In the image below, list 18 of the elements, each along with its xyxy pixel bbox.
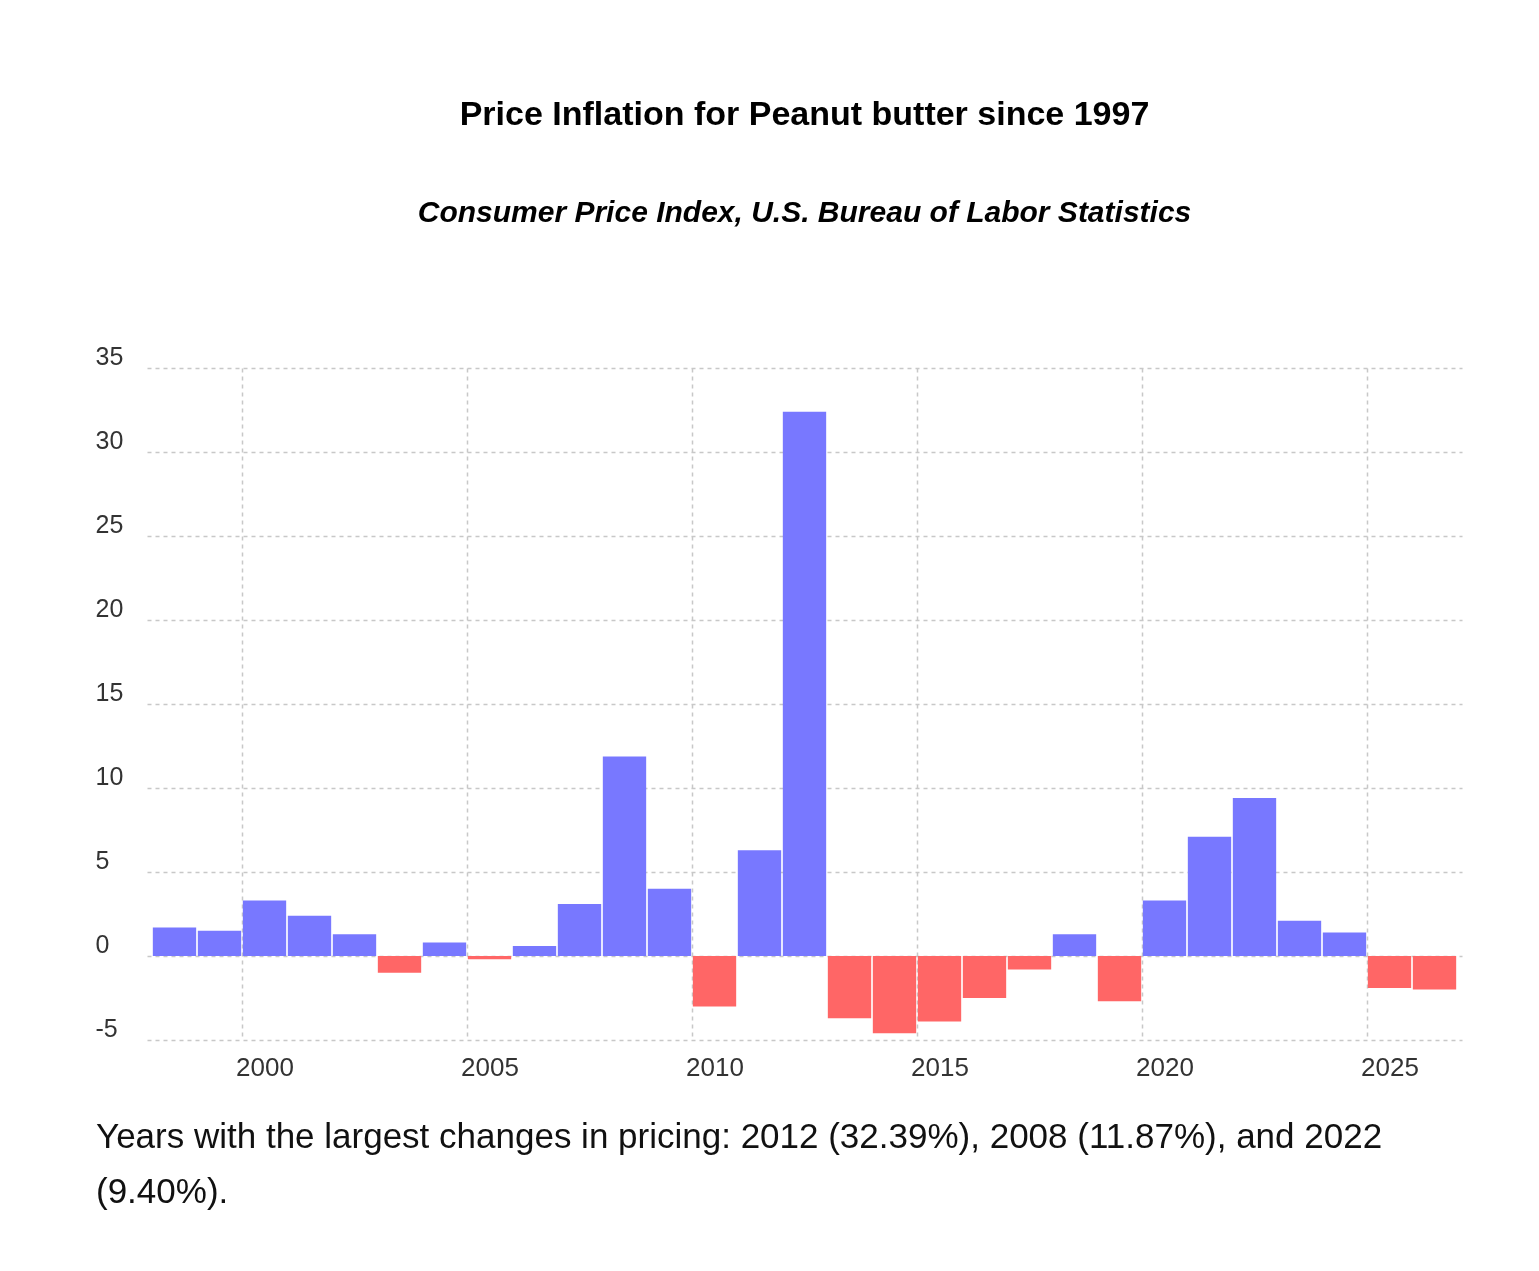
- y-tick-label: 30: [95, 425, 124, 454]
- text: Years with the largest changes in pricing: 2012 (32.39%), 2008 (11.87%), and 2022 (9.40%).: [96, 1116, 1383, 1210]
- chart-subtitle: Consumer Price Index, U.S. Bureau of Labor Statistics: [417, 195, 1192, 228]
- y-tick-label: 25: [95, 509, 124, 538]
- y-tick-label: 20: [95, 593, 124, 622]
- chart-title: Price Inflation for Peanut butter since 1997: [459, 94, 1150, 132]
- x-tick-label: 2005: [461, 1051, 519, 1082]
- y-tick-label: 0: [95, 929, 110, 958]
- y-tick-label: -5: [95, 1013, 118, 1042]
- y-tick-label: 15: [95, 677, 124, 706]
- x-tick-label: 2020: [1136, 1051, 1194, 1082]
- y-tick-label: 10: [95, 761, 124, 790]
- x-tick-label: 2025: [1361, 1051, 1419, 1082]
- x-tick-label: 2010: [686, 1051, 744, 1082]
- y-tick-label: 35: [95, 341, 124, 370]
- x-tick-label: 2015: [911, 1051, 969, 1082]
- x-tick-label: 2000: [236, 1051, 294, 1082]
- y-tick-label: 5: [95, 845, 110, 874]
